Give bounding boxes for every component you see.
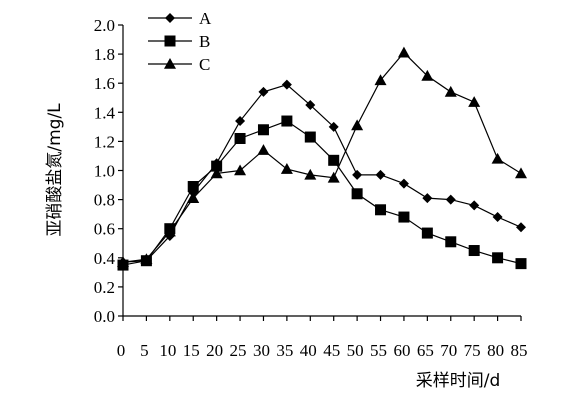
data-point-c-triangle-marker (397, 46, 410, 58)
x-tick-label: 5 (140, 341, 149, 360)
data-point-b-square-marker (445, 236, 457, 248)
y-tick-label: 1.6 (94, 74, 115, 93)
data-point-a-diamond-marker (305, 100, 316, 111)
legend-square-marker (164, 35, 176, 47)
data-point-a-diamond-marker (445, 194, 456, 205)
y-tick-label: 0.8 (94, 191, 115, 210)
data-point-b-square-marker (187, 181, 199, 193)
data-point-b-square-marker (234, 132, 246, 144)
x-tick-label: 35 (276, 341, 293, 360)
data-point-a-diamond-marker (492, 212, 503, 223)
data-point-c-triangle-marker (351, 119, 364, 131)
data-point-b-square-marker (468, 245, 480, 257)
x-tick-label: 30 (253, 341, 270, 360)
data-point-a-diamond-marker (375, 169, 386, 180)
data-point-a-diamond-marker (281, 79, 292, 90)
x-axis-title: 采样时间/d (416, 371, 501, 391)
series-a (118, 79, 526, 268)
legend-item-c: C (148, 55, 210, 74)
data-point-c-triangle-marker (421, 69, 434, 81)
y-tick-label: 0.6 (94, 220, 115, 239)
x-tick-label: 50 (347, 341, 364, 360)
x-tick-label: 60 (393, 341, 410, 360)
data-point-b-square-marker (492, 252, 504, 264)
legend-diamond-marker (165, 13, 175, 23)
data-point-a-diamond-marker (352, 169, 363, 180)
data-point-c-triangle-marker (257, 144, 270, 155)
x-tick-label: 70 (440, 341, 457, 360)
data-point-a-diamond-marker (258, 86, 269, 97)
x-tick-label: 65 (417, 341, 434, 360)
series-line-c (122, 51, 522, 263)
series-layer (117, 46, 527, 271)
series-c (117, 46, 527, 267)
x-tick-label: 15 (183, 341, 200, 360)
data-point-c-triangle-marker (280, 163, 293, 174)
data-point-b-square-marker (421, 227, 433, 239)
x-tick-label: 80 (487, 341, 504, 360)
data-point-a-diamond-marker (328, 121, 339, 132)
y-tick-label: 1.2 (94, 132, 115, 151)
data-point-c-triangle-marker (468, 96, 481, 107)
x-tick-label: 55 (370, 341, 387, 360)
data-point-c-triangle-marker (187, 192, 200, 203)
y-tick-label: 0.4 (94, 249, 116, 268)
data-point-c-triangle-marker (163, 225, 176, 237)
legend-item-a: A (148, 9, 212, 28)
data-point-c-triangle-marker (140, 253, 153, 265)
y-tick-label: 0.2 (94, 278, 115, 297)
data-point-c-triangle-marker (210, 167, 223, 179)
data-point-a-diamond-marker (469, 200, 480, 211)
y-tick-label: 0.0 (94, 307, 115, 326)
x-tick-label: 25 (230, 341, 247, 360)
data-point-b-square-marker (351, 188, 363, 200)
x-tick-label: 85 (511, 341, 528, 360)
data-point-c-triangle-marker (444, 85, 457, 97)
axes: 0.0 0.2 0.4 0.6 0.8 1.0 1.2 1.4 1.6 1.8 2.0 0 5 10 15 2… (94, 16, 528, 360)
legend-label: C (199, 55, 210, 74)
y-tick-label: 1.0 (94, 162, 115, 181)
legend: ABC (148, 9, 212, 74)
y-tick-label: 1.4 (94, 103, 116, 122)
data-point-b-square-marker (211, 160, 223, 172)
legend-item-b: B (148, 32, 210, 51)
x-tick-label: 45 (323, 341, 340, 360)
y-axis-title: 亚硝酸盐氮/mg/L (45, 103, 65, 237)
data-point-a-diamond-marker (422, 193, 433, 204)
x-tick-label: 0 (117, 341, 126, 360)
data-point-b-square-marker (375, 204, 387, 216)
data-point-c-triangle-marker (515, 167, 527, 179)
y-tick-label: 1.8 (94, 45, 115, 64)
legend-triangle-marker (164, 58, 176, 69)
data-point-b-square-marker (515, 258, 527, 270)
data-point-c-triangle-marker (304, 168, 317, 180)
data-point-c-triangle-marker (117, 256, 129, 267)
data-point-c-triangle-marker (234, 164, 247, 176)
data-point-b-square-marker (257, 124, 269, 136)
x-tick-label: 40 (300, 341, 317, 360)
legend-label: A (199, 9, 212, 28)
data-point-a-diamond-marker (235, 116, 246, 127)
x-tick-label: 20 (206, 341, 223, 360)
data-point-a-diamond-marker (398, 178, 409, 189)
y-tick-label: 2.0 (94, 16, 115, 35)
legend-label: B (199, 32, 210, 51)
series-line-b (122, 120, 522, 266)
data-point-b-square-marker (304, 131, 316, 143)
series-b (117, 115, 527, 271)
data-point-c-triangle-marker (374, 74, 387, 86)
data-point-c-triangle-marker (327, 171, 340, 183)
data-point-a-diamond-marker (516, 222, 526, 233)
data-point-b-square-marker (398, 211, 410, 223)
data-point-b-square-marker (328, 154, 340, 166)
data-point-c-triangle-marker (491, 152, 504, 164)
x-tick-label: 10 (159, 341, 176, 360)
x-tick-label: 75 (464, 341, 481, 360)
series-line-a (122, 83, 522, 263)
data-point-b-square-marker (281, 115, 293, 127)
